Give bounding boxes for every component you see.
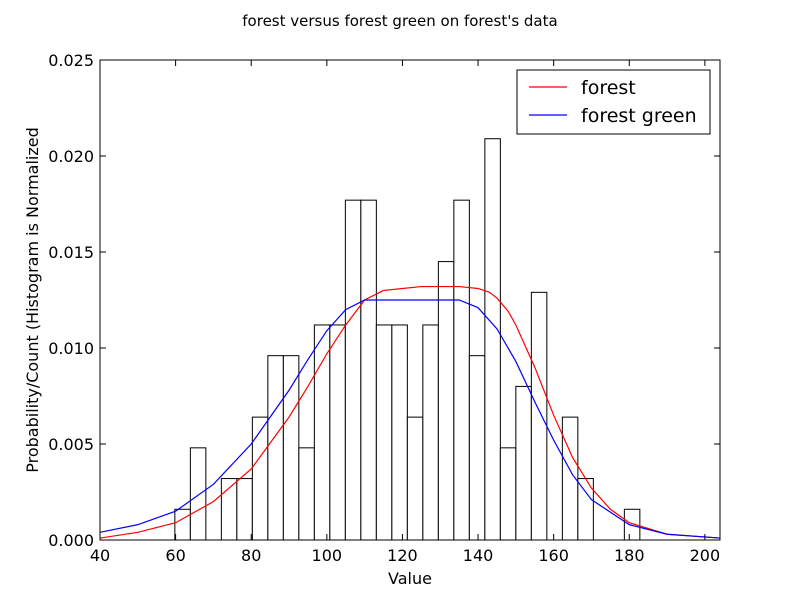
histogram-bar	[484, 138, 501, 540]
chart-title: forest versus forest green on forest's d…	[242, 12, 557, 30]
histogram-bar	[515, 385, 532, 540]
y-tick-label: 0.000	[48, 531, 94, 550]
histogram-bar	[453, 199, 470, 540]
histogram-bar	[530, 291, 548, 540]
y-tick-label: 0.005	[48, 435, 94, 454]
legend-label: forest	[581, 77, 636, 99]
x-tick-label: 40	[90, 546, 110, 565]
plot-frame	[99, 59, 721, 541]
x-tick-label: 200	[690, 546, 721, 565]
series-line-forest	[100, 285, 720, 539]
legend: forest forest green	[516, 69, 711, 135]
histogram-bar	[375, 324, 393, 540]
y-tick-label: 0.010	[48, 339, 94, 358]
histogram-bar	[391, 324, 408, 540]
axis-ticks: 40 60 80 100 120 140 160 180 200 0.000 0.005 0.010 0…	[48, 51, 720, 565]
x-tick-label: 100	[312, 546, 343, 565]
histogram-bar	[468, 355, 486, 540]
histogram-bar	[174, 508, 191, 540]
histogram-bar	[267, 355, 284, 540]
legend-label: forest green	[581, 105, 697, 127]
histogram-bar	[422, 324, 439, 540]
series-line-forest-green	[100, 299, 720, 539]
histogram-bar	[251, 416, 269, 540]
plot-area	[100, 138, 720, 540]
histogram-bar	[360, 199, 377, 540]
histogram-bar	[189, 447, 207, 540]
histogram-bar	[406, 416, 424, 540]
x-tick-label: 140	[463, 546, 494, 565]
histogram-bar	[298, 447, 315, 540]
histogram-bar	[499, 447, 517, 540]
histogram-bar	[344, 199, 362, 540]
x-tick-label: 160	[538, 546, 569, 565]
y-tick-label: 0.020	[48, 147, 94, 166]
x-tick-label: 60	[165, 546, 185, 565]
x-tick-label: 80	[241, 546, 261, 565]
legend-box	[516, 69, 711, 135]
x-tick-label: 120	[387, 546, 418, 565]
y-tick-label: 0.015	[48, 243, 94, 262]
histogram-bar	[329, 324, 346, 540]
histogram-bar	[282, 355, 300, 540]
histogram-bar	[437, 261, 455, 540]
histogram-bar	[236, 478, 253, 540]
y-axis-label: Probability/Count (Histogram is Normaliz…	[23, 127, 42, 473]
x-axis-label: Value	[388, 569, 432, 588]
y-tick-label: 0.025	[48, 51, 94, 70]
histogram-bar	[313, 324, 331, 540]
x-tick-label: 180	[614, 546, 645, 565]
